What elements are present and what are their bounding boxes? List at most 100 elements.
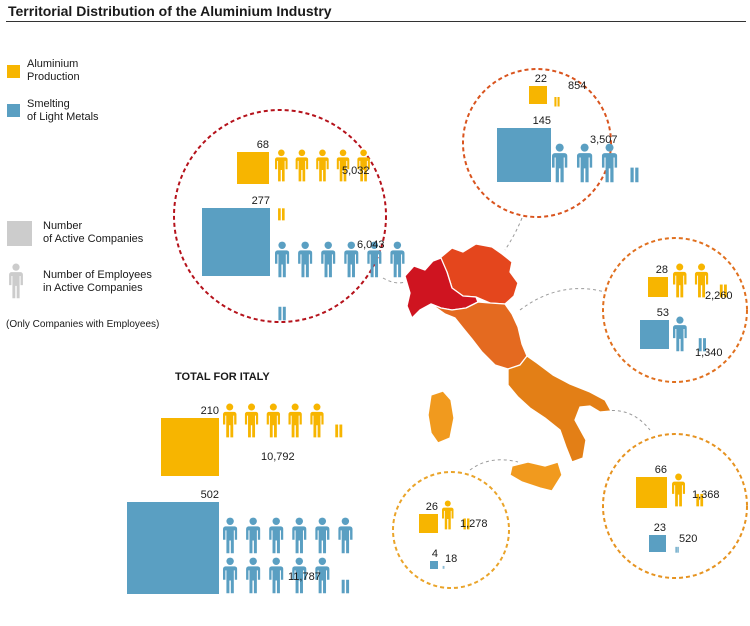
northeast-smelting-block: 145 3,507 [497,115,639,183]
center-production-companies-square [648,277,668,297]
south-production-block: 66 1,368 [636,464,720,508]
northwest-production-employee-icon [316,149,329,182]
islands-production-employees-label: 1,278 [460,518,488,530]
northeast-smelting-employee-icon [552,143,568,183]
total-production-block: 210 10,792 [161,403,343,476]
total-smelting-employee-icon [223,517,238,554]
islands-production-companies-square [419,514,438,533]
northwest-production-companies-square [237,152,269,184]
northeast-smelting-companies-square [497,128,551,182]
total-smelting-employee-icon [246,517,261,554]
south-smelting-employee-fraction-icon [675,546,679,553]
legend-person-icon [9,263,23,299]
northwest-smelting-block: 277 6,043 [202,195,405,321]
northwest-production-employee-icon [275,149,288,182]
connector-lines [382,217,651,471]
northeast-smelting-employee-icon [576,143,593,183]
northwest-smelting-companies-label: 277 [252,195,270,207]
northwest-production-companies-label: 68 [257,139,269,151]
circle-islands [392,471,510,589]
circle-northeast [462,68,612,218]
south-smelting-block: 23 520 [649,522,697,553]
total-smelting-employee-icon [223,557,238,594]
total-smelting-companies-square [127,502,219,594]
northwest-smelting-employee-icon [275,241,290,278]
south-production-companies-label: 66 [655,464,667,476]
islands-smelting-employees-label: 18 [445,553,457,565]
northwest-smelting-employee-icon [390,241,405,278]
northwest-production-employees-label: 5,032 [342,165,370,177]
total-production-employees-label: 10,792 [261,451,295,463]
islands-smelting-companies-label: 4 [432,548,438,560]
total-production-employee-icon [223,403,237,438]
total-smelting-companies-label: 502 [201,489,219,501]
circle-center [602,237,748,383]
northwest-smelting-employee-fraction-icon [278,306,286,321]
islands-production-employee-icon [442,500,454,530]
northwest-production-employee-fraction-icon [278,208,285,221]
total-smelting-employee-icon [338,517,353,554]
center-production-employees-label: 2,260 [705,290,733,302]
area-circles [173,68,748,589]
total-production-employee-icon [244,403,259,438]
center-smelting-companies-square [640,320,669,349]
total-smelting-block: 502 11,787 [127,489,353,594]
total-smelting-employee-fraction-icon [341,579,350,594]
northeast-smelting-employee-fraction-icon [630,167,639,183]
northeast-smelting-employee-icon [601,143,618,183]
south-smelting-employees-label: 520 [679,533,697,545]
legend-label-production: Aluminium Production [27,58,80,83]
islands-smelting-employee-fraction-icon [442,565,445,569]
total-smelting-employee-icon [269,557,284,594]
legend-swatch-smelting [7,104,20,117]
south-smelting-companies-square [649,535,666,552]
total-production-employee-icon [288,403,302,438]
total-smelting-employees-label: 11,787 [288,571,321,583]
total-smelting-employee-icon [269,517,284,554]
italy-map [404,243,612,492]
legend-note: (Only Companies with Employees) [6,319,160,330]
total-production-employee-icon [310,403,324,438]
northwest-smelting-employee-icon [321,241,336,278]
legend-label-companies: Number of Active Companies [43,220,144,245]
islands-production-block: 26 1,278 [419,500,488,533]
center-production-employee-icon [673,263,687,298]
south-production-employee-icon [672,473,686,507]
islands-production-companies-label: 26 [426,501,438,513]
center-smelting-employee-icon [673,316,687,352]
total-production-employee-icon [266,403,281,438]
south-production-companies-square [636,477,667,508]
page-title: Territorial Distribution of the Aluminiu… [8,3,332,19]
northeast-production-employee-fraction-icon [554,97,560,107]
center-smelting-companies-label: 53 [657,307,669,319]
northeast-smelting-companies-label: 145 [533,115,551,127]
legend-label-employees: Number of Employees in Active Companies [43,269,152,294]
legend-label-smelting: Smelting of Light Metals [27,98,99,123]
legend-swatch-production [7,65,20,78]
total-heading: TOTAL FOR ITALY [175,371,270,383]
northeast-smelting-employees-label: 3,507 [590,134,618,146]
total-production-employee-fraction-icon [335,424,343,438]
center-smelting-block: 53 1,340 [640,307,723,359]
region-south [507,355,612,463]
northwest-smelting-companies-square [202,208,270,276]
total-smelting-employee-icon [292,517,307,554]
region-center [430,301,528,370]
northeast-production-companies-label: 22 [535,73,547,85]
northeast-production-employees-label: 854 [568,80,586,92]
total-smelting-employee-icon [315,517,330,554]
circle-south [602,433,748,579]
total-production-companies-square [161,418,219,476]
center-smelting-employees-label: 1,340 [695,347,723,359]
islands-smelting-block: 4 18 [430,548,457,569]
islands-smelting-companies-square [430,561,438,569]
northwest-production-employee-icon [295,149,309,182]
total-smelting-employee-icon [246,557,261,594]
northwest-production-block: 68 5,032 [237,139,370,221]
south-smelting-companies-label: 23 [654,522,666,534]
south-production-employees-label: 1,368 [692,489,720,501]
northeast-production-companies-square [529,86,547,104]
northwest-smelting-employee-icon [298,241,313,278]
center-production-companies-label: 28 [656,264,668,276]
